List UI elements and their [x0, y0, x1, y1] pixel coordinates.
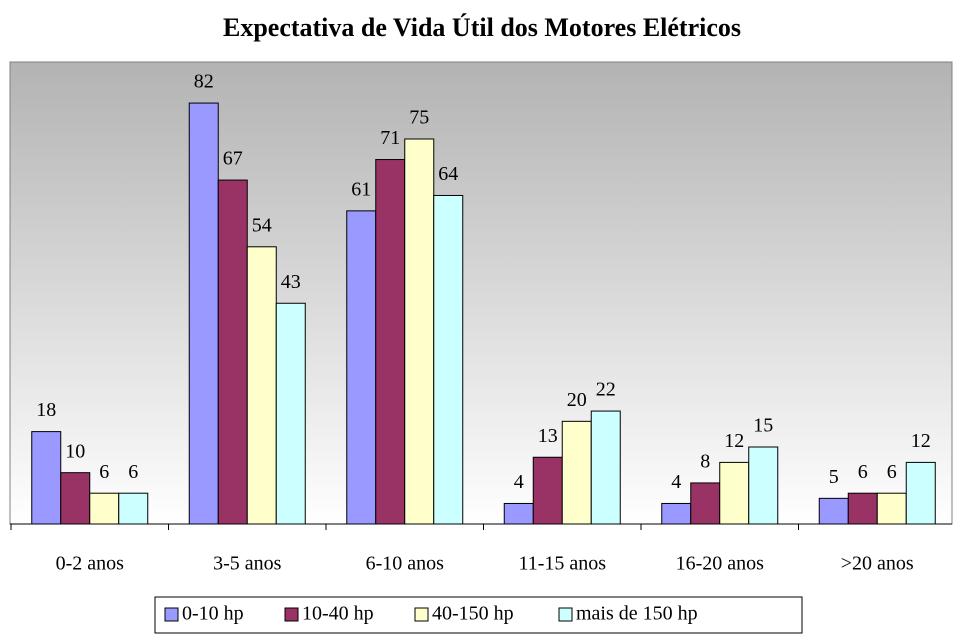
bar: [748, 446, 779, 525]
bar: [118, 492, 149, 525]
legend-label: 40-150 hp: [432, 603, 514, 625]
data-label: 6: [887, 461, 897, 483]
bar: [847, 492, 878, 525]
data-label: 22: [596, 379, 616, 401]
legend-swatch: [164, 607, 179, 622]
x-tick-label: 6-10 anos: [366, 553, 445, 575]
data-label: 6: [99, 461, 109, 483]
data-label: 75: [409, 107, 429, 129]
bar: [719, 461, 750, 525]
data-label: 8: [700, 451, 710, 473]
bar: [433, 194, 464, 525]
data-label: 4: [514, 471, 524, 493]
x-tick-label: >20 anos: [841, 553, 914, 575]
legend-swatch: [414, 607, 429, 622]
bar: [346, 210, 377, 525]
legend-label: 10-40 hp: [302, 603, 374, 625]
legend-swatch: [284, 607, 299, 622]
data-label: 20: [567, 389, 587, 411]
chart-title: Expectativa de Vida Útil dos Motores Elé…: [223, 13, 741, 42]
bar: [561, 420, 592, 525]
bar: [905, 461, 936, 525]
x-tick-label: 0-2 anos: [56, 553, 125, 575]
data-label: 82: [194, 71, 214, 93]
bar: [246, 246, 277, 525]
data-label: 10: [65, 440, 85, 462]
bar: [60, 472, 91, 525]
legend-swatch: [558, 607, 573, 622]
bar: [876, 492, 907, 525]
bar: [690, 482, 721, 525]
bar: [503, 502, 534, 525]
bar: [661, 502, 692, 525]
x-tick-label: 3-5 anos: [213, 553, 282, 575]
data-label: 6: [128, 461, 138, 483]
bar: [89, 492, 120, 525]
bar: [217, 179, 248, 525]
data-label: 54: [252, 214, 272, 236]
data-label: 64: [438, 163, 458, 185]
x-tick-label: 11-15 anos: [518, 553, 606, 575]
data-label: 67: [223, 148, 243, 170]
data-label: 4: [671, 471, 681, 493]
data-label: 12: [724, 430, 744, 452]
x-tick-label: 16-20 anos: [676, 553, 765, 575]
data-label: 13: [538, 425, 558, 447]
bar: [188, 102, 219, 525]
data-label: 18: [36, 399, 56, 421]
data-label: 15: [753, 415, 773, 437]
legend: [154, 596, 803, 634]
data-label: 71: [380, 127, 400, 149]
bar: [590, 410, 621, 525]
bar: [404, 138, 435, 525]
bar: [818, 497, 849, 525]
bar: [275, 302, 306, 525]
legend-label: 0-10 hp: [182, 603, 244, 625]
plot-area: [9, 61, 953, 525]
data-label: 6: [858, 461, 868, 483]
data-label: 5: [829, 466, 839, 488]
legend-label: mais de 150 hp: [576, 603, 698, 625]
data-label: 61: [351, 178, 371, 200]
data-label: 43: [281, 271, 301, 293]
bar: [375, 159, 406, 525]
bar: [31, 431, 62, 525]
data-label: 12: [911, 430, 931, 452]
bar: [532, 456, 563, 525]
